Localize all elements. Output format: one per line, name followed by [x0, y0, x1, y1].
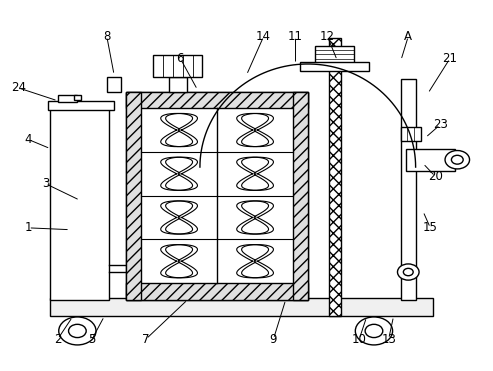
Bar [169, 77, 187, 92]
Circle shape [445, 151, 469, 169]
Text: 11: 11 [288, 30, 303, 43]
Text: 2: 2 [54, 332, 62, 345]
Bar [153, 55, 203, 77]
Text: 10: 10 [352, 332, 367, 345]
Text: 20: 20 [428, 170, 443, 183]
Text: 8: 8 [103, 30, 110, 43]
Text: 1: 1 [25, 221, 32, 234]
Text: 13: 13 [381, 332, 396, 345]
Text: 14: 14 [256, 30, 271, 43]
Bar [401, 79, 416, 300]
Bar [48, 101, 114, 110]
Text: 12: 12 [320, 30, 335, 43]
Circle shape [69, 324, 86, 338]
Bar [126, 92, 308, 300]
Bar [126, 283, 308, 300]
Bar [58, 95, 77, 102]
Bar [107, 77, 121, 92]
Circle shape [59, 317, 96, 345]
Bar [401, 127, 421, 141]
Text: A: A [404, 30, 412, 43]
Bar [300, 62, 369, 71]
Text: 21: 21 [442, 52, 458, 65]
Bar [50, 298, 433, 316]
Text: 24: 24 [11, 81, 26, 95]
Bar [406, 149, 455, 171]
Text: 9: 9 [270, 332, 277, 345]
Text: 4: 4 [25, 133, 32, 146]
Bar [293, 92, 308, 300]
Bar [315, 46, 354, 64]
Circle shape [452, 155, 463, 164]
Circle shape [365, 324, 383, 338]
Bar [329, 38, 341, 316]
Text: 7: 7 [142, 332, 150, 345]
Text: 15: 15 [423, 221, 438, 234]
Bar [126, 92, 308, 108]
Circle shape [355, 317, 392, 345]
Text: 6: 6 [176, 52, 184, 65]
Circle shape [403, 268, 413, 276]
Text: 3: 3 [42, 177, 49, 190]
Circle shape [397, 264, 419, 280]
Bar [126, 92, 141, 300]
Text: 5: 5 [88, 332, 96, 345]
Text: 23: 23 [433, 118, 448, 131]
Bar [74, 95, 81, 100]
Bar [50, 108, 109, 300]
